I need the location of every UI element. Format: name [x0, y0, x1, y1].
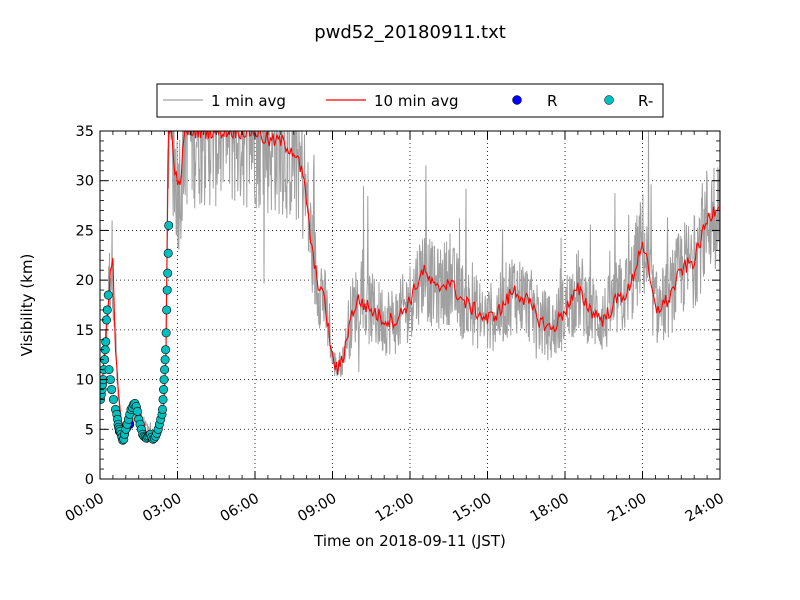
legend-marker-r-minus: [604, 95, 614, 105]
y-tick-label: 30: [76, 174, 94, 190]
point-r-minus: [159, 385, 169, 395]
legend-label-r-minus: R-: [638, 92, 653, 110]
legend-label-1min: 1 min avg: [211, 92, 286, 110]
point-r-minus: [158, 404, 168, 414]
y-tick-label: 35: [76, 124, 94, 140]
point-r-minus: [101, 337, 111, 347]
point-r-minus: [104, 365, 114, 375]
series-line-1min: [100, 131, 720, 440]
point-r-minus: [103, 290, 113, 300]
legend: 1 min avg 10 min avg R R-: [156, 83, 664, 118]
point-r-minus: [108, 394, 118, 404]
x-axis-label: Time on 2018-09-11 (JST): [313, 532, 506, 550]
point-r-minus: [107, 385, 117, 395]
y-tick-label: 0: [85, 472, 94, 488]
legend-marker-r: [512, 95, 522, 105]
legend-box: [156, 83, 664, 118]
point-r-minus: [159, 375, 169, 385]
point-r-minus: [162, 305, 172, 315]
series-line-10min: [100, 131, 720, 440]
point-r-minus: [102, 305, 112, 315]
series-layer: [100, 131, 720, 445]
plot-area: 00:00 03:00 06:00 09:00 12:00 15:00 18:00 21:00…: [63, 124, 727, 525]
point-r-minus: [160, 355, 170, 365]
point-r-minus: [161, 345, 171, 355]
point-r-minus: [158, 394, 168, 404]
y-tick-label: 10: [76, 373, 94, 389]
point-r-minus: [161, 328, 171, 338]
point-r-minus: [162, 285, 172, 295]
y-axis-label: Visibility (km): [18, 254, 36, 357]
y-tick-label: 25: [76, 223, 94, 239]
point-r-minus: [163, 268, 173, 278]
legend-label-10min: 10 min avg: [374, 92, 459, 110]
point-r-minus: [160, 365, 170, 375]
point-r-minus: [132, 406, 142, 416]
point-r-minus: [163, 248, 173, 258]
y-tick-label: 15: [76, 323, 94, 339]
point-r-minus: [164, 220, 174, 230]
y-tick-label: 5: [85, 422, 94, 438]
legend-label-r: R: [547, 92, 557, 110]
y-tick-label: 20: [76, 273, 94, 289]
chart-title: pwd52_20180911.txt: [314, 22, 506, 43]
